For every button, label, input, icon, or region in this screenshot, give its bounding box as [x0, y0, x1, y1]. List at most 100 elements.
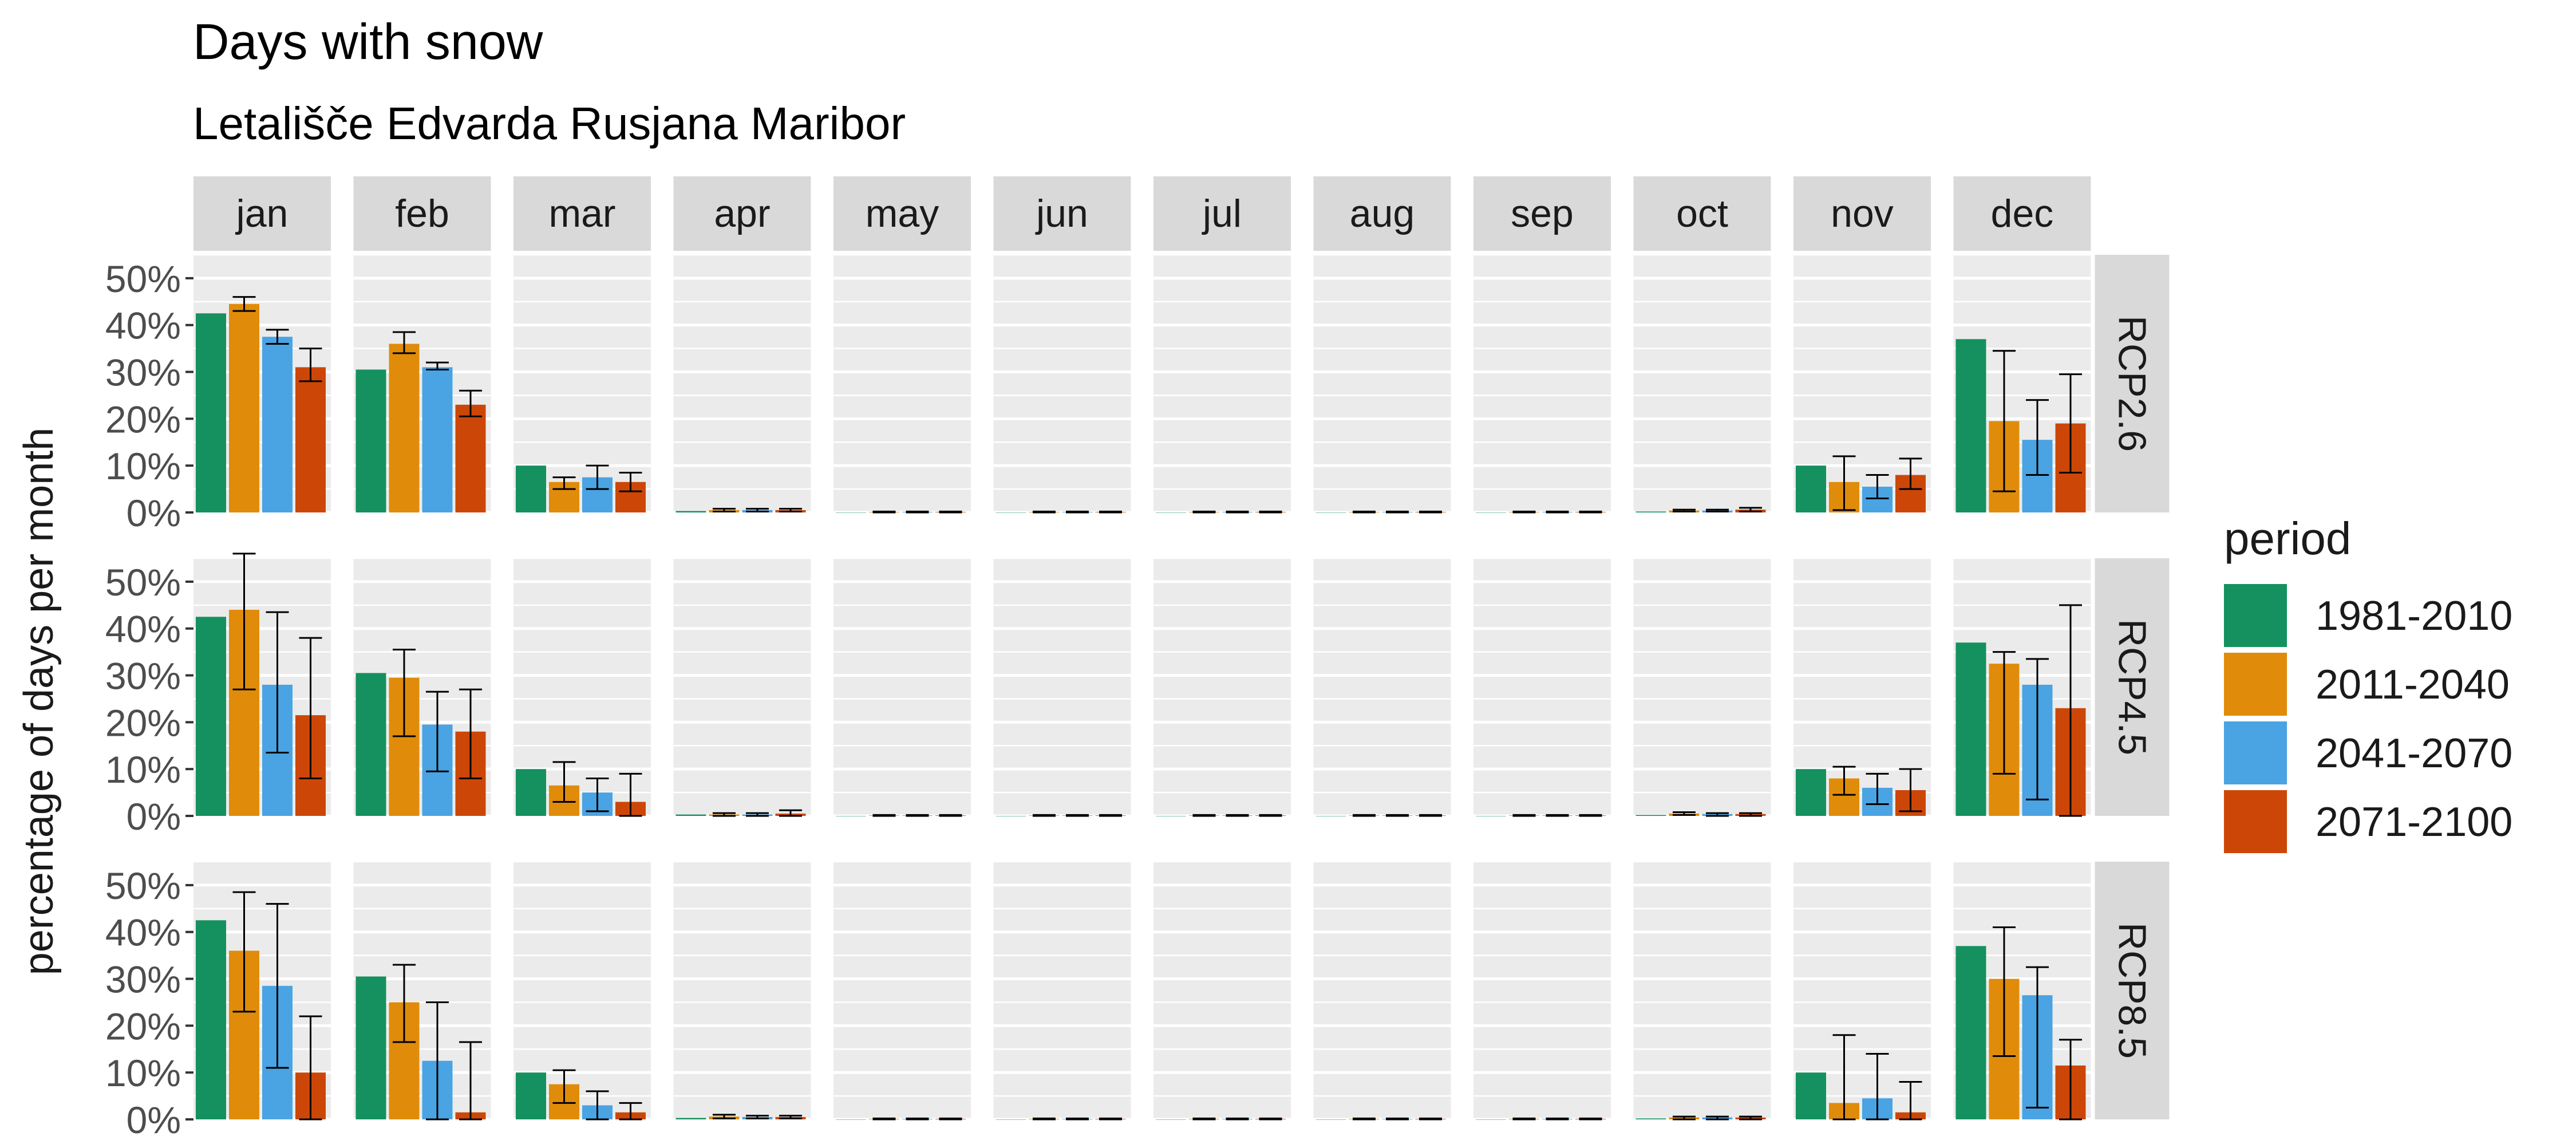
bar-rcp8-5-feb-1981-2010 — [355, 976, 386, 1119]
bar-rcp8-5-sep-1981-2010 — [1476, 1119, 1506, 1120]
month-label-sep: sep — [1511, 192, 1574, 235]
bar-rcp2-6-jun-1981-2010 — [995, 512, 1026, 513]
legend-label-2011-2040: 2011-2040 — [2316, 662, 2510, 708]
y-tick-label: 0% — [127, 492, 181, 534]
panel-rcp2-6-may — [833, 255, 971, 512]
month-strip-dec — [1953, 176, 2091, 251]
bar-rcp2-6-jan-2041-2070 — [262, 337, 293, 512]
y-tick-label: 40% — [105, 608, 181, 650]
month-label-dec: dec — [1991, 192, 2054, 235]
panel-rcp4-5-jun — [993, 558, 1131, 816]
month-strip-jan — [193, 176, 331, 251]
panel-rcp2-6-apr — [673, 255, 811, 512]
y-tick-label: 20% — [105, 701, 181, 744]
month-strip-mar — [513, 176, 651, 251]
legend-key-1981-2010 — [2224, 584, 2287, 647]
month-label-jul: jul — [1202, 192, 1242, 235]
bar-rcp8-5-mar-1981-2010 — [516, 1072, 546, 1119]
panel-rcp2-6-jul — [1153, 255, 1291, 512]
legend-key-2071-2100 — [2224, 790, 2287, 853]
month-label-aug: aug — [1350, 192, 1415, 235]
panel-rcp8-5-jul — [1153, 862, 1291, 1119]
y-tick-label: 0% — [127, 795, 181, 838]
month-strip-apr — [673, 176, 811, 251]
y-tick-label: 10% — [105, 445, 181, 487]
bar-rcp2-6-aug-1981-2010 — [1315, 512, 1346, 513]
panel-rcp4-5-sep — [1473, 558, 1611, 816]
bar-rcp2-6-dec-1981-2010 — [1955, 339, 1986, 512]
month-strip-may — [833, 176, 971, 251]
month-label-nov: nov — [1831, 192, 1894, 235]
bar-rcp8-5-may-1981-2010 — [836, 1119, 866, 1120]
bar-rcp4-5-mar-1981-2010 — [516, 769, 546, 816]
bar-rcp8-5-apr-1981-2010 — [675, 1118, 706, 1119]
bar-rcp8-5-nov-1981-2010 — [1796, 1072, 1826, 1119]
panel-rcp2-6-jun — [993, 255, 1131, 512]
bar-rcp4-5-dec-1981-2010 — [1955, 642, 1986, 816]
y-tick-label: 30% — [105, 352, 181, 394]
bar-rcp8-5-aug-1981-2010 — [1315, 1119, 1346, 1120]
month-label-jan: jan — [235, 192, 289, 235]
bar-rcp4-5-nov-1981-2010 — [1796, 769, 1826, 816]
panel-rcp8-5-sep — [1473, 862, 1611, 1119]
bar-rcp8-5-oct-1981-2010 — [1635, 1118, 1666, 1119]
legend-label-2041-2070: 2041-2070 — [2316, 731, 2512, 776]
scenario-strip-rcp2-6 — [2095, 255, 2170, 512]
month-label-jun: jun — [1035, 192, 1088, 235]
month-strip-oct — [1633, 176, 1771, 251]
legend-title: period — [2224, 513, 2351, 564]
bar-rcp2-6-sep-1981-2010 — [1476, 512, 1506, 513]
bar-rcp2-6-jan-2011-2040 — [229, 303, 259, 512]
bar-rcp2-6-may-1981-2010 — [836, 512, 866, 513]
bar-rcp2-6-oct-1981-2010 — [1635, 511, 1666, 512]
bar-rcp2-6-apr-1981-2010 — [675, 511, 706, 512]
bar-rcp2-6-jan-2071-2100 — [295, 367, 326, 512]
month-strip-nov — [1793, 176, 1931, 251]
scenario-strip-rcp8-5 — [2095, 862, 2170, 1119]
y-axis-title: percentage of days per month — [16, 428, 62, 976]
panel-rcp8-5-oct — [1633, 862, 1771, 1119]
panel-rcp4-5-jul — [1153, 558, 1291, 816]
panel-rcp8-5-aug — [1313, 862, 1451, 1119]
panel-rcp8-5-apr — [673, 862, 811, 1119]
month-label-oct: oct — [1676, 192, 1728, 235]
panel-rcp2-6-aug — [1313, 255, 1451, 512]
chart-title: Days with snow — [193, 13, 543, 70]
month-strip-jul — [1153, 176, 1291, 251]
y-tick-label: 50% — [105, 561, 181, 603]
y-tick-label: 30% — [105, 655, 181, 697]
month-strip-feb — [353, 176, 491, 251]
panel-rcp4-5-may — [833, 558, 971, 816]
bar-rcp8-5-jul-1981-2010 — [1156, 1119, 1186, 1120]
scenario-label-rcp2-6: RCP2.6 — [2111, 315, 2154, 452]
y-tick-label: 20% — [105, 398, 181, 440]
y-tick-label: 30% — [105, 958, 181, 1001]
scenario-label-rcp4-5: RCP4.5 — [2111, 619, 2154, 755]
bar-rcp4-5-feb-1981-2010 — [355, 673, 386, 816]
y-tick-label: 10% — [105, 1052, 181, 1094]
bar-rcp2-6-feb-2011-2040 — [389, 344, 420, 512]
bar-rcp2-6-feb-1981-2010 — [355, 369, 386, 512]
month-label-feb: feb — [395, 192, 449, 235]
bar-rcp8-5-dec-1981-2010 — [1955, 946, 1986, 1119]
bar-rcp2-6-feb-2041-2070 — [422, 367, 453, 512]
scenario-strip-rcp4-5 — [2095, 558, 2170, 816]
y-tick-label: 40% — [105, 305, 181, 347]
legend-label-2071-2100: 2071-2100 — [2316, 799, 2512, 845]
scenario-label-rcp8-5: RCP8.5 — [2111, 922, 2154, 1059]
month-label-mar: mar — [548, 192, 615, 235]
panel-rcp4-5-oct — [1633, 558, 1771, 816]
panel-rcp8-5-jun — [993, 862, 1131, 1119]
bar-rcp2-6-nov-1981-2010 — [1796, 465, 1826, 512]
month-strip-sep — [1473, 176, 1611, 251]
legend-label-1981-2010: 1981-2010 — [2316, 593, 2512, 639]
panel-rcp2-6-oct — [1633, 255, 1771, 512]
panel-rcp4-5-aug — [1313, 558, 1451, 816]
month-label-apr: apr — [714, 192, 770, 235]
legend-key-2041-2070 — [2224, 721, 2287, 784]
bar-rcp4-5-apr-1981-2010 — [675, 814, 706, 816]
panel-rcp2-6-sep — [1473, 255, 1611, 512]
bar-rcp2-6-jan-1981-2010 — [196, 313, 226, 512]
chart-subtitle: Letališče Edvarda Rusjana Maribor — [193, 98, 906, 149]
